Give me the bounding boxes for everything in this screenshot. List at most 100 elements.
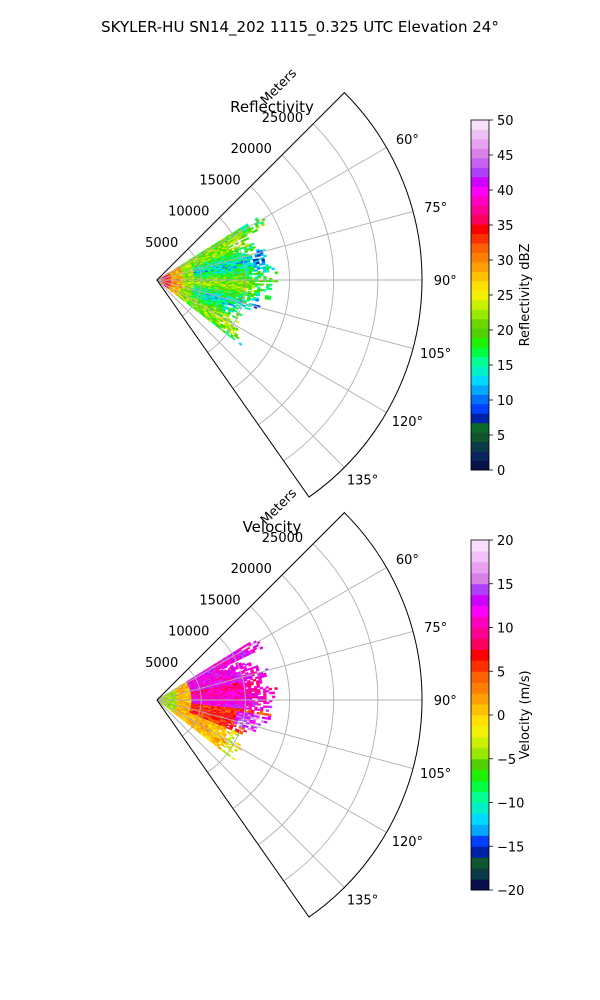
sector-frame (156, 91, 423, 498)
colorbar-swatch (471, 176, 489, 187)
figure-suptitle: SKYLER-HU SN14_202 1115_0.325 UTC Elevat… (101, 18, 499, 37)
radar-gate (253, 646, 258, 651)
radar-gate (255, 225, 260, 230)
radar-gate (260, 274, 264, 277)
radar-gate (262, 289, 267, 292)
radar-gate (249, 226, 254, 231)
colorbar-swatch (471, 432, 489, 443)
angular-tick-label: 60° (396, 133, 419, 148)
radar-gate (252, 729, 257, 733)
colorbar-swatch (471, 540, 489, 552)
radar-gate (262, 712, 266, 716)
colorbar-swatch (471, 441, 489, 452)
radar-gate (248, 287, 252, 291)
radar-gate (268, 287, 273, 291)
colorbar-tick-label: 0 (497, 464, 505, 479)
panel-title: Reflectivity (230, 98, 314, 116)
radial-tick-label: 15000 (199, 593, 240, 608)
radar-gate (268, 691, 273, 695)
colorbar-tick-label: −5 (497, 753, 516, 768)
colorbar-swatch (471, 780, 489, 793)
colorbar-swatch (471, 157, 489, 168)
radar-gate (255, 299, 260, 302)
radar-gate (249, 248, 254, 252)
colorbar-tick-label: 10 (497, 394, 514, 409)
colorbar-swatch (471, 605, 489, 618)
radar-gate (259, 646, 264, 650)
azimuth-gridline (156, 279, 387, 413)
colorbar-swatch (471, 451, 489, 462)
radar-gate (243, 233, 248, 238)
radar-gate (263, 705, 267, 708)
radar-gate (255, 668, 260, 672)
colorbar-swatch (471, 671, 489, 683)
azimuth-gridline (156, 567, 387, 701)
colorbar-swatch (471, 715, 489, 727)
azimuth-gridline (156, 699, 414, 770)
radar-gate (263, 674, 268, 678)
radar-gate (254, 284, 258, 288)
radar-gate (271, 267, 275, 271)
radar-gate (254, 276, 259, 279)
colorbar-label: Reflectivity dBZ (518, 244, 533, 347)
colorbar-swatch (471, 138, 489, 149)
radial-tick-label: 10000 (168, 205, 209, 220)
radar-gate (239, 731, 244, 735)
colorbar-swatch (471, 328, 489, 339)
radar-gate (263, 720, 268, 724)
radar-gate (252, 678, 257, 682)
radar-gate (264, 716, 269, 720)
radar-gate (262, 270, 267, 273)
colorbar-swatch (471, 747, 489, 760)
colorbar-swatch (471, 835, 489, 847)
colorbar-tick-label: 5 (497, 429, 505, 444)
colorbar-swatch (471, 846, 489, 858)
colorbar-swatch (471, 638, 489, 650)
colorbar-swatch (471, 280, 489, 291)
colorbar-tick-label: 15 (497, 578, 514, 593)
panels: Reflectivity500010000150002000025000Mete… (145, 66, 533, 918)
radar-gate (262, 262, 266, 266)
radar-gate (234, 309, 238, 313)
colorbar-tick-label: 20 (497, 534, 514, 549)
radar-gate (260, 696, 264, 699)
colorbar-tick-label: 5 (497, 665, 505, 680)
radar-gate (224, 665, 228, 669)
colorbar-swatch (471, 233, 489, 244)
colorbar-swatch (471, 120, 489, 130)
range-ring (232, 605, 290, 809)
radar-gate (229, 244, 234, 248)
radar-gate (259, 263, 263, 266)
range-ring (207, 217, 246, 353)
radar-gate (248, 663, 252, 667)
radar-gate (231, 736, 235, 740)
radar-gate (222, 744, 227, 749)
colorbar-swatch (471, 769, 489, 782)
colorbar-swatch (471, 356, 489, 367)
radar-gate (268, 283, 273, 287)
radar-gate (251, 272, 256, 276)
colorbar-swatch (471, 413, 489, 424)
radar-gate (253, 715, 257, 718)
colorbar-swatch (471, 594, 489, 607)
colorbar-swatch (471, 186, 489, 197)
radar-gate (263, 701, 267, 705)
azimuth-gridline (156, 279, 414, 350)
radar-gate (263, 275, 267, 279)
radar-gate (253, 265, 258, 269)
radar-gate (261, 716, 266, 720)
radar-gate (245, 237, 250, 241)
colorbar-swatch (471, 271, 489, 282)
radar-gate (257, 708, 261, 712)
radar-gate (233, 724, 237, 728)
radar-gate (250, 716, 254, 719)
radar-gate (251, 289, 255, 293)
radar-gate (244, 685, 249, 688)
polar-panel-velocity: Velocity500010000150002000025000Meters60… (145, 486, 533, 918)
colorbar-label: Velocity (m/s) (518, 670, 533, 759)
colorbar-swatch (471, 802, 489, 814)
radar-gate (238, 342, 243, 346)
azimuth-gridline (156, 279, 345, 468)
radar-gate (244, 250, 249, 254)
radar-gate (254, 696, 259, 699)
